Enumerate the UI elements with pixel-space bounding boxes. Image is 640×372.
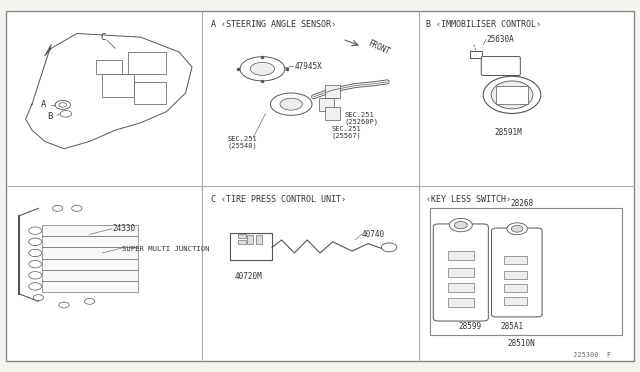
- Text: B: B: [48, 112, 53, 121]
- Circle shape: [507, 223, 527, 235]
- Text: FRONT: FRONT: [366, 39, 391, 57]
- Text: (25567): (25567): [332, 133, 361, 139]
- Bar: [230, 232, 272, 260]
- Circle shape: [60, 110, 72, 117]
- Circle shape: [29, 249, 42, 257]
- Circle shape: [29, 227, 42, 234]
- Bar: [325, 85, 340, 98]
- FancyBboxPatch shape: [433, 224, 488, 321]
- Circle shape: [52, 205, 63, 211]
- Bar: [42, 270, 138, 281]
- Circle shape: [29, 272, 42, 279]
- Ellipse shape: [280, 98, 302, 110]
- Bar: [470, 51, 482, 58]
- Bar: [504, 284, 527, 292]
- Bar: [430, 208, 622, 335]
- Text: 40740: 40740: [362, 230, 385, 239]
- Text: (25540): (25540): [227, 142, 257, 148]
- FancyBboxPatch shape: [481, 57, 520, 76]
- Bar: [128, 52, 166, 74]
- Bar: [504, 271, 527, 279]
- Bar: [42, 247, 138, 259]
- Ellipse shape: [492, 81, 532, 109]
- Text: ‹KEY LESS SWITCH›: ‹KEY LESS SWITCH›: [426, 195, 511, 204]
- Text: 28510N: 28510N: [508, 339, 536, 348]
- Text: SEC.251: SEC.251: [344, 112, 374, 118]
- Bar: [42, 259, 138, 270]
- Text: C ‹TIRE PRESS CONTROL UNIT›: C ‹TIRE PRESS CONTROL UNIT›: [211, 195, 346, 204]
- Bar: [238, 234, 246, 238]
- Circle shape: [29, 238, 42, 246]
- Text: B ‹IMMOBILISER CONTROL›: B ‹IMMOBILISER CONTROL›: [426, 20, 541, 29]
- Text: J25300  F: J25300 F: [573, 352, 611, 358]
- Circle shape: [72, 205, 82, 211]
- Text: 285A1: 285A1: [500, 322, 524, 331]
- Text: (25260P): (25260P): [344, 119, 378, 125]
- Text: A ‹STEERING ANGLE SENSOR›: A ‹STEERING ANGLE SENSOR›: [211, 20, 336, 29]
- Circle shape: [454, 221, 467, 229]
- Ellipse shape: [240, 57, 285, 81]
- Circle shape: [55, 100, 70, 109]
- Circle shape: [29, 283, 42, 290]
- Circle shape: [33, 295, 44, 301]
- Bar: [448, 268, 474, 277]
- Bar: [448, 251, 474, 260]
- Ellipse shape: [483, 76, 541, 113]
- Text: 25630A: 25630A: [486, 35, 514, 44]
- Text: C: C: [100, 33, 106, 42]
- Text: SEC.251: SEC.251: [332, 126, 361, 132]
- Circle shape: [84, 298, 95, 304]
- Text: SEC.251: SEC.251: [227, 136, 257, 142]
- Text: A: A: [41, 100, 46, 109]
- Ellipse shape: [250, 62, 275, 75]
- Bar: [238, 240, 246, 244]
- Bar: [319, 98, 334, 111]
- Bar: [256, 235, 262, 244]
- Bar: [325, 107, 340, 120]
- Circle shape: [59, 103, 67, 107]
- Circle shape: [29, 260, 42, 268]
- Text: 28591M: 28591M: [495, 128, 523, 137]
- Text: 24330: 24330: [112, 224, 135, 233]
- Bar: [504, 256, 527, 264]
- Text: SUPER MULTI JUNCTION: SUPER MULTI JUNCTION: [122, 246, 209, 252]
- Circle shape: [59, 302, 69, 308]
- Text: 28599: 28599: [459, 322, 482, 331]
- Text: 28268: 28268: [510, 199, 533, 208]
- Bar: [96, 60, 122, 74]
- FancyBboxPatch shape: [492, 228, 542, 317]
- Bar: [42, 225, 138, 236]
- Bar: [42, 236, 138, 247]
- Bar: [448, 298, 474, 307]
- Bar: [504, 297, 527, 305]
- Bar: [496, 86, 528, 104]
- Bar: [448, 283, 474, 292]
- Bar: [134, 82, 166, 104]
- Bar: [102, 74, 134, 97]
- Circle shape: [511, 225, 523, 232]
- Bar: [247, 235, 253, 244]
- Text: 40720M: 40720M: [234, 272, 262, 281]
- Circle shape: [381, 243, 397, 252]
- Circle shape: [449, 218, 472, 232]
- Bar: [42, 281, 138, 292]
- Ellipse shape: [270, 93, 312, 115]
- Text: 47945X: 47945X: [294, 62, 322, 71]
